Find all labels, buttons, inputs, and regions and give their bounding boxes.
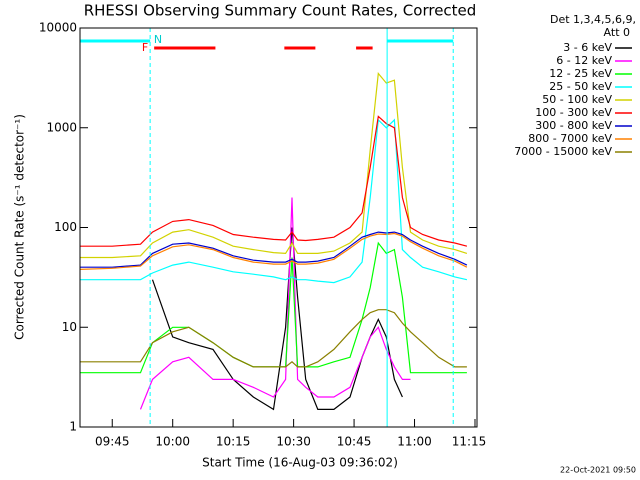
series-line bbox=[79, 232, 468, 270]
series-line bbox=[151, 227, 403, 411]
y-tick-label: 10 bbox=[62, 320, 77, 334]
legend-label: 100 - 300 keV bbox=[535, 106, 612, 119]
series-line bbox=[139, 197, 411, 410]
marker-label: F bbox=[142, 41, 148, 54]
chart-title: RHESSI Observing Summary Count Rates, Co… bbox=[84, 2, 477, 20]
x-tick-label: 11:00 bbox=[397, 435, 432, 449]
y-tick-label: 1000 bbox=[46, 120, 77, 134]
marker-label: N bbox=[154, 33, 162, 46]
legend-label: 7000 - 15000 keV bbox=[514, 145, 612, 158]
x-tick-label: 11:15 bbox=[452, 435, 487, 449]
legend-label: 800 - 7000 keV bbox=[528, 132, 612, 145]
y-axis-label: Corrected Count Rate (s⁻¹ detector⁻¹) bbox=[13, 114, 27, 340]
x-axis-label: Start Time (16-Aug-03 09:36:02) bbox=[202, 456, 398, 470]
x-tick-label: 10:45 bbox=[337, 435, 372, 449]
x-tick-label: 10:30 bbox=[276, 435, 311, 449]
legend-label: 12 - 25 keV bbox=[549, 67, 612, 80]
legend-label: 50 - 100 keV bbox=[542, 93, 612, 106]
series-line bbox=[80, 241, 467, 374]
legend-label: 300 - 800 keV bbox=[535, 119, 612, 132]
series-line bbox=[80, 231, 468, 268]
legend-label: 25 - 50 keV bbox=[549, 80, 612, 93]
x-tick-label: 09:45 bbox=[95, 435, 130, 449]
y-tick-label: 10000 bbox=[39, 21, 77, 35]
series-line bbox=[80, 115, 468, 247]
footer: 22-Oct-2021 09:50 bbox=[560, 466, 636, 475]
legend-title: Att 0 bbox=[604, 26, 630, 39]
y-tick-label: 1 bbox=[69, 420, 77, 434]
legend-title: Det 1,3,4,5,6,9, bbox=[550, 13, 636, 26]
legend-label: 6 - 12 keV bbox=[556, 54, 612, 67]
series-line bbox=[80, 118, 468, 284]
y-tick-label: 100 bbox=[54, 220, 77, 234]
series-line bbox=[80, 72, 468, 259]
x-tick-label: 10:00 bbox=[155, 435, 190, 449]
series-line bbox=[80, 309, 467, 368]
x-tick-label: 10:15 bbox=[216, 435, 251, 449]
legend-label: 3 - 6 keV bbox=[563, 41, 612, 54]
